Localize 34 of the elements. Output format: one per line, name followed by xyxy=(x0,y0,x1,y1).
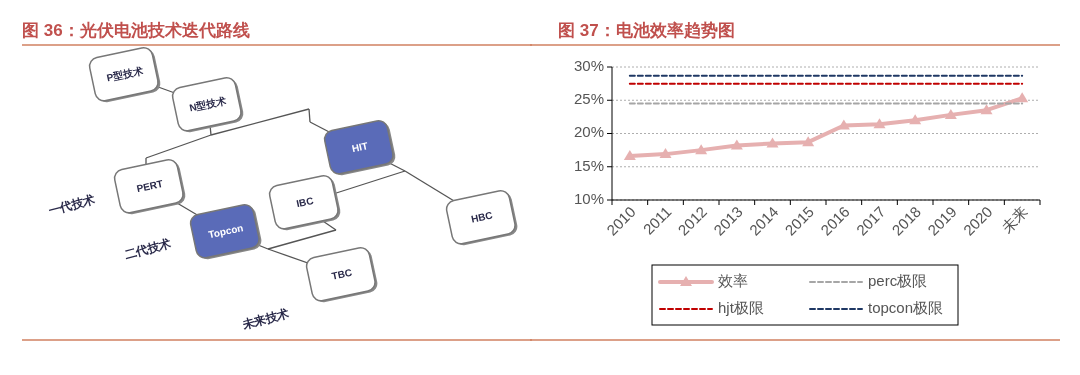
text: 图 36：光伏电池技术迭代路线 xyxy=(22,21,250,40)
text: PERT xyxy=(135,178,165,195)
text: TBC xyxy=(330,266,354,282)
point xyxy=(766,137,779,148)
point xyxy=(623,150,636,161)
legend-label: hjt极限 xyxy=(718,298,764,316)
chart-title: 图 37：电池效率趋势图 xyxy=(558,21,735,40)
point xyxy=(695,144,708,155)
y-tick-label: 20% xyxy=(573,123,604,141)
point xyxy=(730,139,743,150)
text: 一代技术 xyxy=(46,192,97,219)
legend-label: 效率 xyxy=(718,271,748,289)
point xyxy=(873,118,886,129)
point xyxy=(944,108,957,119)
text: IBC xyxy=(295,194,315,210)
point xyxy=(1016,92,1029,103)
legend-label: perc极限 xyxy=(868,271,928,289)
y-tick-label: 30% xyxy=(573,56,604,74)
point xyxy=(980,104,993,115)
text: HIT xyxy=(350,140,369,155)
text: 二代技术 xyxy=(122,236,173,263)
text: N型技术 xyxy=(188,94,229,114)
y-tick-label: 25% xyxy=(573,90,604,108)
text: 未来技术 xyxy=(239,306,291,333)
y-tick-label: 15% xyxy=(573,156,604,174)
legend-label: topcon极限 xyxy=(868,298,944,316)
text: Topcon xyxy=(207,222,245,241)
text: P型技术 xyxy=(105,64,145,84)
x-tick-label: 未来 xyxy=(997,202,1032,237)
y-tick-label: 10% xyxy=(573,189,604,207)
point xyxy=(802,136,815,147)
text: HBC xyxy=(470,209,494,225)
point xyxy=(909,114,922,125)
point xyxy=(659,148,672,159)
